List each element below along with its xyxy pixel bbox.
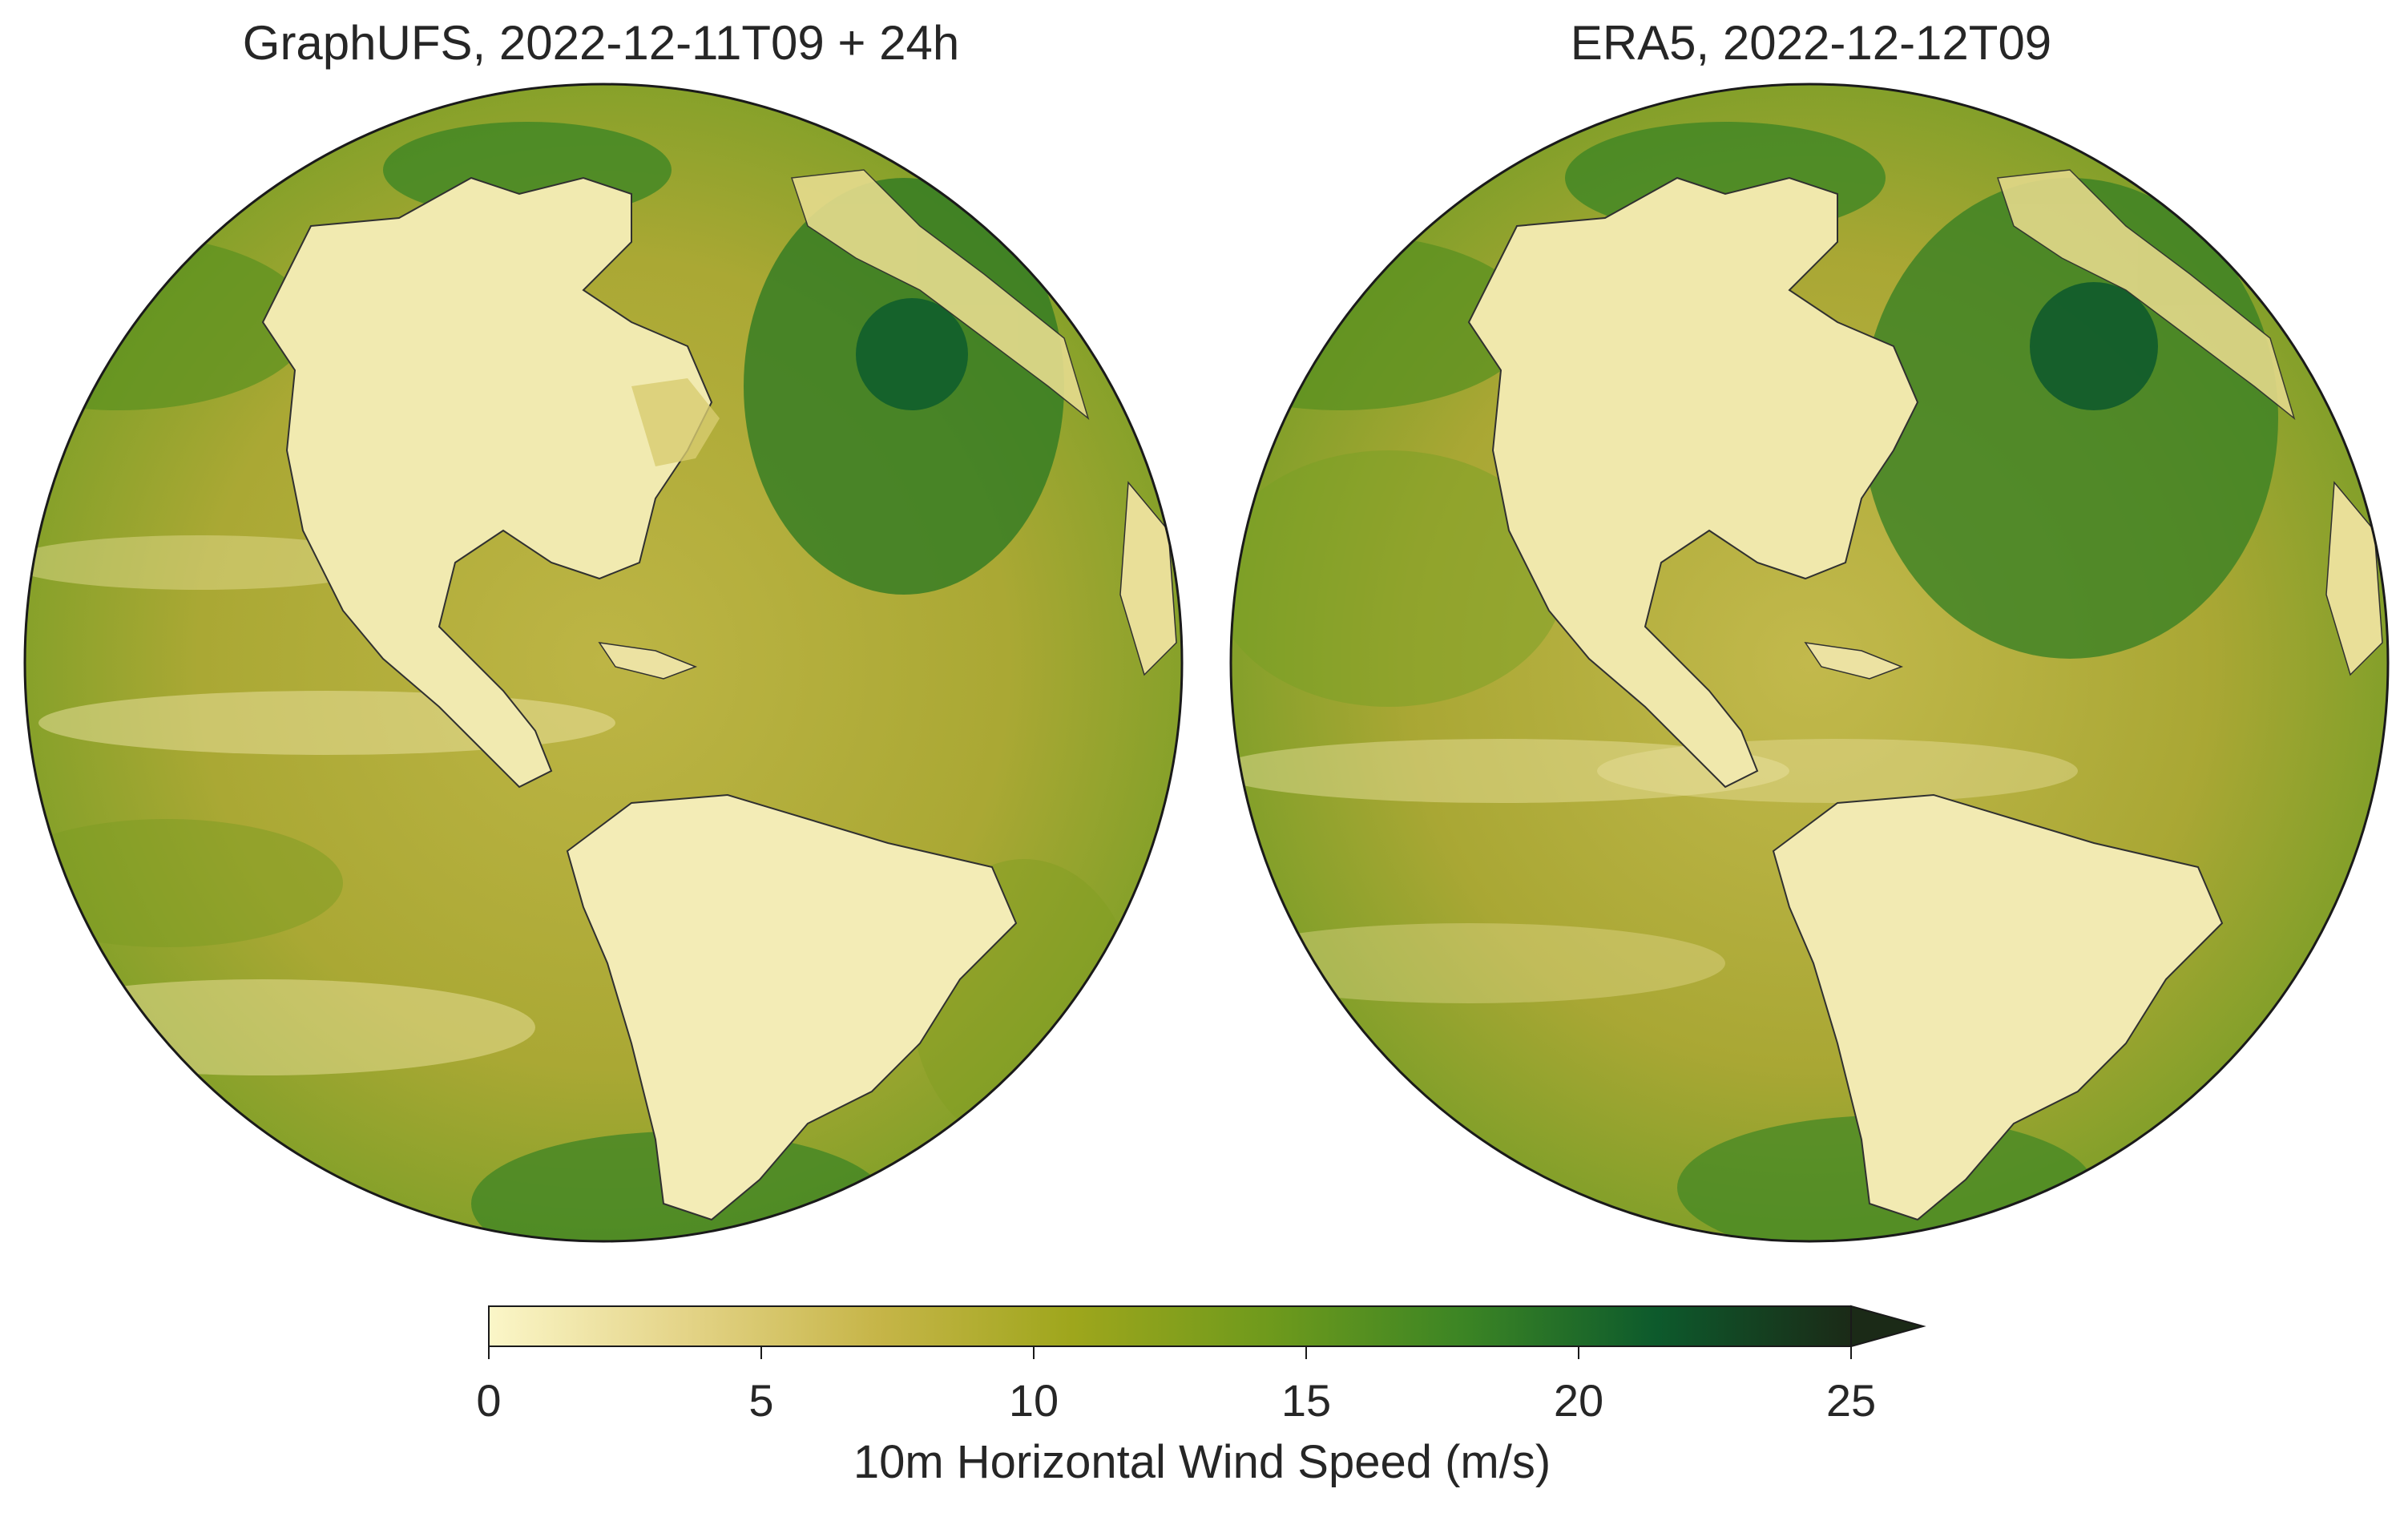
colorbar-tick-label: 0 [476,1375,502,1426]
africa-edge-land [1119,481,1177,676]
north-america-land [1467,176,1919,789]
colorbar-gradient [488,1305,1852,1347]
caribbean-islands [598,642,698,680]
colorbar-extend-arrow [1850,1305,1926,1348]
caribbean-islands [1804,642,1904,680]
globe-outline [23,83,1184,1243]
colorbar-tick-label: 5 [748,1375,774,1426]
africa-edge-land [2325,481,2383,676]
south-america-land [566,793,1018,1221]
left-globe-map [23,83,1184,1243]
colorbar-tick-label: 15 [1281,1375,1332,1426]
colorbar-tick-label: 25 [1825,1375,1877,1426]
greenland-europe-land [1996,169,2296,421]
right-panel-title: ERA5, 2022-12-12T09 [1570,16,2052,70]
colorbar-label: 10m Horizontal Wind Speed (m/s) [853,1436,1551,1488]
colorbar [488,1305,1926,1359]
colorbar-tick-label: 20 [1553,1375,1604,1426]
south-america-land [1772,793,2224,1221]
right-globe-map [1229,83,2390,1243]
colorbar-ticks [488,1346,1852,1359]
left-panel-title: GraphUFS, 2022-12-11T09 + 24h [242,16,960,70]
globe-outline [1229,83,2390,1243]
greenland-europe-land [790,169,1090,421]
north-america-land [261,176,713,789]
colorbar-tick-label: 10 [1008,1375,1059,1426]
